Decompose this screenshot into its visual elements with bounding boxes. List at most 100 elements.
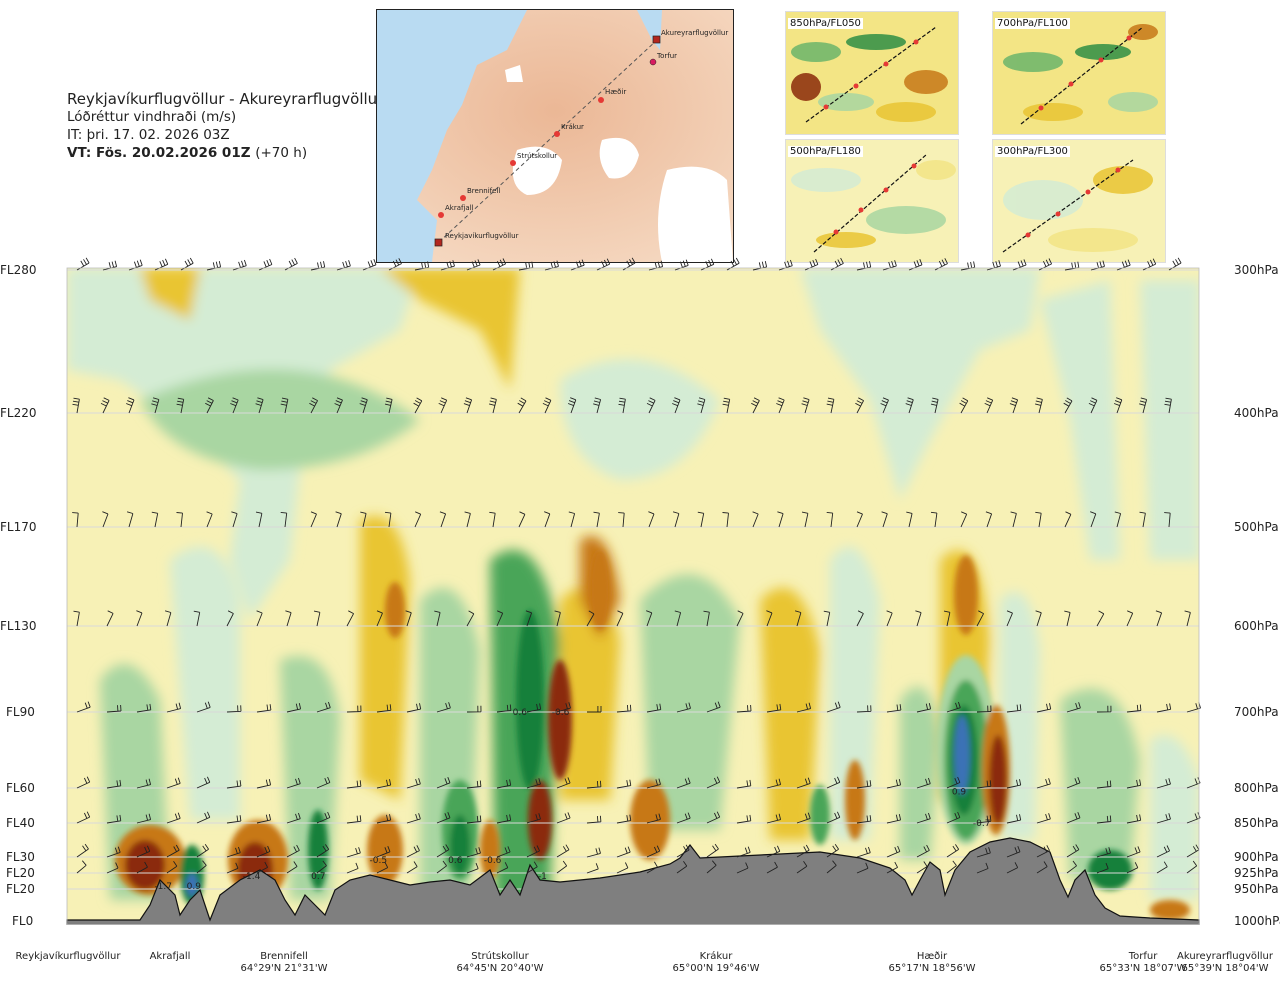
map-label-akureyri: Akureyrarflugvöllur <box>661 29 728 37</box>
wind-barb <box>226 610 234 627</box>
wind-barb <box>346 705 362 713</box>
title-block: Reykjavíkurflugvöllur - Akureyrarflugvöl… <box>67 90 383 162</box>
wind-barb <box>406 703 422 713</box>
map-label-strutskollur: Strútskollur <box>517 152 557 160</box>
map-label-torfur: Torfur <box>656 52 677 60</box>
wind-barb <box>646 813 661 824</box>
wind-barb <box>916 777 931 789</box>
wind-barb <box>496 862 509 874</box>
wind-barb <box>438 397 448 414</box>
wind-barb <box>76 811 91 824</box>
wind-barb <box>766 703 782 713</box>
wind-barb <box>556 777 571 789</box>
wind-barb <box>1034 397 1043 414</box>
wind-barb <box>697 511 705 528</box>
wind-barb <box>256 861 268 874</box>
wind-barb <box>726 257 740 271</box>
wind-barb <box>100 397 110 414</box>
wind-barb <box>976 780 992 789</box>
x-label-torfur-coord: 65°33'N 18°07'W <box>1099 963 1187 974</box>
wind-barb <box>226 815 242 824</box>
left-tick-fl0: FL0 <box>12 914 34 928</box>
left-tick-fl20a: FL20 <box>6 866 35 880</box>
wind-barb <box>943 610 951 627</box>
left-tick-fl40: FL40 <box>6 816 35 830</box>
wind-barb <box>796 861 808 874</box>
panel-500-svg <box>786 140 958 262</box>
wind-barb <box>496 704 512 713</box>
wind-barb <box>1156 703 1172 713</box>
wind-barb <box>554 610 561 627</box>
wind-barb <box>226 705 242 713</box>
map-label-haedir: Hæðir <box>605 88 626 96</box>
wind-barb <box>256 814 272 824</box>
wind-barb <box>176 512 183 528</box>
right-tick-1000: 1000hPa <box>1234 914 1280 928</box>
wind-barb <box>766 861 778 874</box>
wind-barb <box>151 511 159 528</box>
wind-barb <box>466 847 481 858</box>
wind-barb <box>1010 511 1017 528</box>
wind-barb <box>826 511 834 528</box>
valid-time: VT: Fös. 20.02.2026 01Z <box>67 145 251 161</box>
wind-barb <box>556 860 568 874</box>
wind-barb <box>616 704 632 713</box>
x-label-strutskollur-name: Strútskollur <box>471 951 529 962</box>
plot-frame <box>66 267 1200 925</box>
wind-barb <box>205 397 214 414</box>
wind-barb <box>855 397 864 414</box>
wind-barb <box>72 512 79 528</box>
wind-barb <box>1126 814 1142 824</box>
wind-barb <box>464 511 471 528</box>
wind-barb <box>1096 815 1112 824</box>
wind-barb <box>406 845 420 858</box>
wind-barb <box>646 397 656 414</box>
wind-barb <box>796 844 810 858</box>
x-label-torfur: Torfur 65°33'N 18°07'W <box>1100 951 1187 975</box>
wind-barb <box>1186 860 1198 874</box>
left-tick-fl220: FL220 <box>0 406 37 420</box>
x-label-krakur-name: Krákur <box>699 951 733 962</box>
wind-barb <box>1063 397 1073 414</box>
wind-barb <box>284 257 298 271</box>
wind-barb <box>976 862 989 874</box>
wind-barb <box>106 704 122 713</box>
wind-barb <box>736 610 744 627</box>
wind-barb <box>136 861 148 874</box>
wind-barb <box>676 702 691 713</box>
wind-barb <box>916 703 932 713</box>
right-tick-850: 850hPa <box>1234 816 1279 830</box>
wind-barb <box>196 843 209 858</box>
value-label-10: 0.9 <box>952 788 967 798</box>
wind-barb <box>915 610 922 627</box>
wind-barb <box>1066 777 1081 789</box>
wind-barb <box>166 844 180 858</box>
vertical-velocity-field <box>67 268 1199 924</box>
wind-barb <box>346 780 362 789</box>
wind-barb <box>436 812 451 824</box>
wind-barb <box>706 776 721 789</box>
value-label-8: 0.6 <box>513 708 528 718</box>
route-map-svg: Akureyrarflugvöllur Torfur Hæðir Krákur … <box>377 10 733 262</box>
wind-barb <box>646 778 661 789</box>
wind-barb <box>226 846 241 858</box>
wind-barb <box>1156 813 1171 824</box>
wind-barb <box>106 814 122 824</box>
wind-barb <box>76 843 89 858</box>
wind-barb <box>542 397 552 414</box>
wind-barb <box>697 397 706 414</box>
wind-barb <box>1113 397 1123 414</box>
wind-barb <box>1009 397 1019 414</box>
wind-barb <box>226 862 239 874</box>
wind-barb <box>463 397 473 414</box>
wind-barb <box>960 261 976 271</box>
wind-barb <box>1038 258 1053 271</box>
wind-barb <box>984 397 994 414</box>
wind-barb <box>376 814 392 824</box>
right-tick-700: 700hPa <box>1234 705 1279 719</box>
right-tick-925: 925hPa <box>1234 866 1279 880</box>
wind-barb <box>76 257 90 271</box>
wind-barb <box>166 812 181 824</box>
wind-barb <box>985 511 993 528</box>
wind-barb <box>496 610 504 627</box>
